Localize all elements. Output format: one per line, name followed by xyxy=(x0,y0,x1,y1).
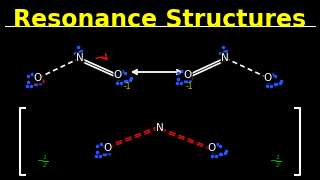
Text: O: O xyxy=(114,70,122,80)
Text: N: N xyxy=(156,123,164,133)
Text: O: O xyxy=(184,70,192,80)
Text: O: O xyxy=(34,73,42,83)
Text: $-\!\mathregular{\frac{1}{2}}$: $-\!\mathregular{\frac{1}{2}}$ xyxy=(36,154,48,170)
Text: O: O xyxy=(208,143,216,153)
Text: Resonance Structures: Resonance Structures xyxy=(13,8,307,32)
Text: N: N xyxy=(76,53,84,63)
Text: -1: -1 xyxy=(124,82,132,91)
Text: O: O xyxy=(104,143,112,153)
Text: O: O xyxy=(264,73,272,83)
Text: $-\!\mathregular{\frac{1}{2}}$: $-\!\mathregular{\frac{1}{2}}$ xyxy=(269,154,281,170)
Text: -1: -1 xyxy=(186,82,193,91)
Text: N: N xyxy=(221,53,229,63)
